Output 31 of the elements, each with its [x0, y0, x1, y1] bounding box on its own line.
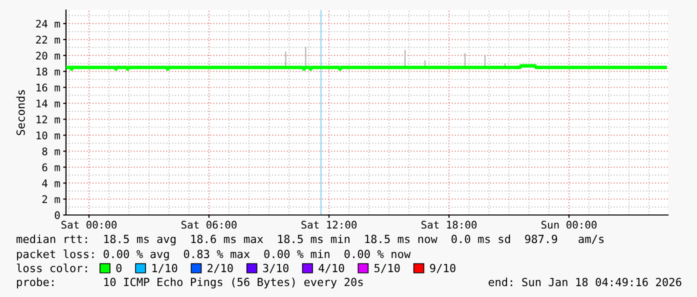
y-tick-label: 6 m: [42, 163, 60, 172]
y-tick-label: 18 m: [36, 68, 60, 76]
y-tick-label: 10 m: [36, 131, 60, 140]
text: median rtt: 18.5 ms avg 18.6 ms max 18.5 ms min 18.5 ms now 0.0 ms sd 987.9 am/s: [16, 234, 604, 246]
y-tick-label: 8 m: [42, 147, 60, 156]
y-tick-label: 2 m: [42, 195, 60, 204]
x-tick-label: Sat 00:00: [61, 220, 117, 229]
y-tick-label: 14 m: [36, 100, 60, 108]
y-tick-label: 24 m: [36, 20, 60, 28]
legend-label: 3/10: [263, 264, 288, 274]
x-tick-label: Sun 00:00: [541, 220, 597, 229]
legend-label: 0: [116, 264, 122, 272]
legend-label: 1/10: [152, 264, 178, 274]
x-tick-label: Sat 06:00: [181, 220, 237, 229]
y-tick-label: 0: [54, 211, 60, 220]
x-tick-label: Sat 18:00: [421, 220, 477, 229]
y-tick-label: 4 m: [42, 179, 60, 188]
text: loss color:: [16, 264, 87, 272]
text: packet loss: 0.00 % avg 0.83 % max 0.00 % min 0.00 % now: [17, 250, 411, 260]
y-tick-label: 20 m: [36, 52, 60, 60]
x-tick-label: Sat 12:00: [301, 220, 357, 229]
legend-label: 9/10: [430, 264, 456, 274]
text: probe: 10 ICMP Echo Pings (56 Bytes) every 20s: [17, 278, 363, 288]
y-tick-label: 12 m: [36, 116, 60, 124]
y-axis-title: Seconds: [16, 90, 25, 136]
text: end: Sun Jan 18 04:49:16 2026: [488, 278, 682, 286]
legend-label: 5/10: [374, 264, 400, 274]
legend-label: 4/10: [318, 264, 344, 274]
y-tick-label: 16 m: [36, 84, 60, 92]
legend-label: 2/10: [208, 264, 233, 274]
y-tick-label: 22 m: [36, 36, 60, 44]
